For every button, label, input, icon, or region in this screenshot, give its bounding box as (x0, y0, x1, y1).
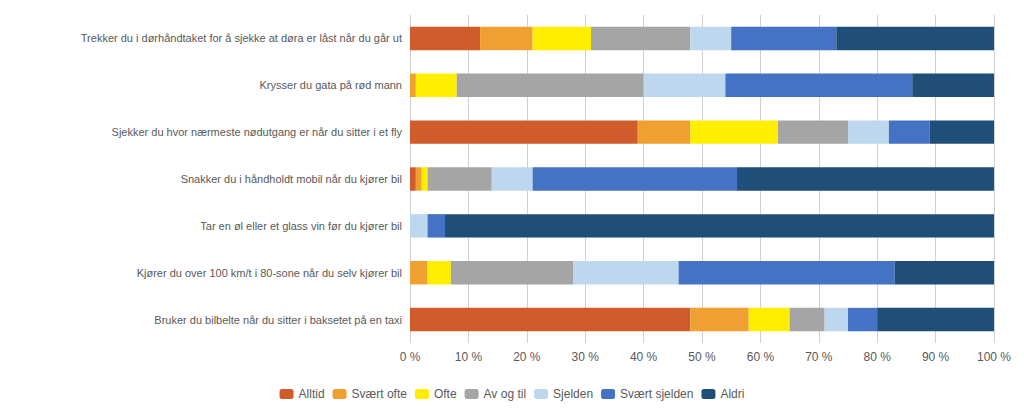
svg-text:30 %: 30 % (572, 350, 600, 364)
svg-text:Krysser du gata på rød mann: Krysser du gata på rød mann (260, 79, 402, 91)
svg-text:Sjelden: Sjelden (553, 387, 593, 401)
svg-text:10 %: 10 % (455, 350, 483, 364)
svg-text:60 %: 60 % (747, 350, 775, 364)
svg-text:Kjører du over 100 km/t i 80-s: Kjører du over 100 km/t i 80-sone når du… (137, 267, 402, 279)
svg-text:Sjekker du hvor nærmeste nødut: Sjekker du hvor nærmeste nødutgang er nå… (112, 126, 403, 138)
svg-text:100 %: 100 % (977, 350, 1011, 364)
svg-text:20 %: 20 % (513, 350, 541, 364)
svg-text:Svært ofte: Svært ofte (352, 387, 408, 401)
svg-text:Ofte: Ofte (434, 387, 457, 401)
svg-text:50 %: 50 % (688, 350, 716, 364)
svg-text:Aldri: Aldri (720, 387, 744, 401)
svg-text:Svært sjelden: Svært sjelden (620, 387, 693, 401)
svg-text:Tar en øl eller et glass vin f: Tar en øl eller et glass vin før du kjør… (200, 220, 402, 232)
svg-text:Snakker du i håndholdt mobil n: Snakker du i håndholdt mobil når du kjør… (181, 173, 402, 185)
svg-text:Bruker du bilbelte når du sitt: Bruker du bilbelte når du sitter i bakse… (154, 314, 402, 326)
svg-text:90 %: 90 % (922, 350, 950, 364)
svg-text:70 %: 70 % (805, 350, 833, 364)
svg-text:Av og til: Av og til (484, 387, 526, 401)
svg-text:80 %: 80 % (864, 350, 892, 364)
svg-text:Alltid: Alltid (299, 387, 325, 401)
svg-text:0 %: 0 % (400, 350, 421, 364)
svg-text:40 %: 40 % (630, 350, 658, 364)
svg-text:Trekker du i dørhåndtaket for: Trekker du i dørhåndtaket for å sjekke a… (81, 32, 402, 44)
